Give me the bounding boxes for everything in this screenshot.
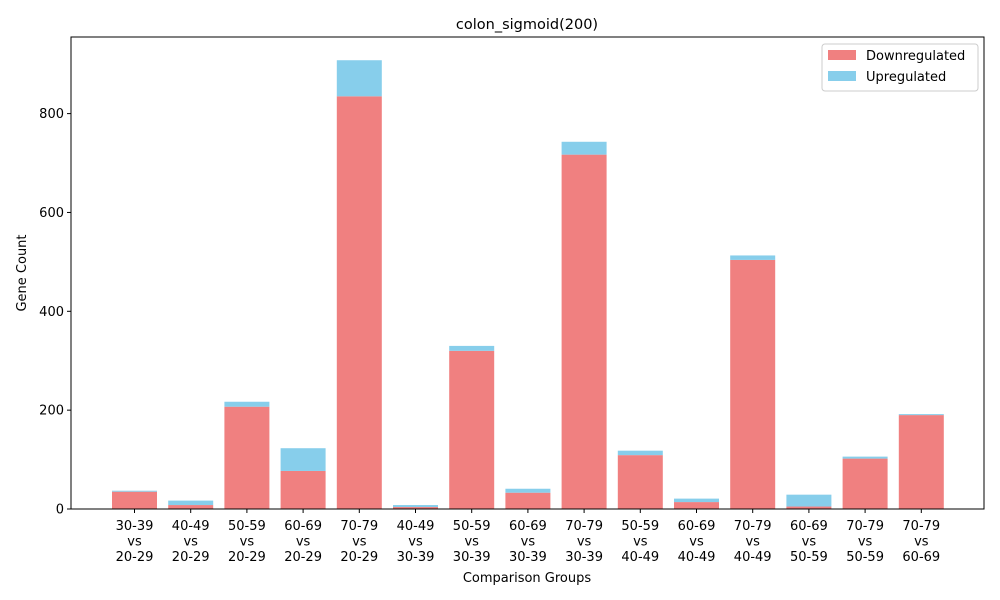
bar-upregulated-11 xyxy=(730,255,776,260)
bar-downregulated-4 xyxy=(336,96,382,509)
bar-upregulated-14 xyxy=(898,414,944,416)
bar-upregulated-8 xyxy=(561,141,607,155)
bar-upregulated-13 xyxy=(842,456,888,459)
x-tick-label-12: 60-69 vs 50-59 xyxy=(790,519,828,565)
y-tick-label: 800 xyxy=(39,107,64,122)
bar-downregulated-8 xyxy=(561,154,607,509)
bar-downregulated-7 xyxy=(505,492,551,509)
x-tick-label-11: 70-79 vs 40-49 xyxy=(734,519,772,565)
legend-label-upregulated: Upregulated xyxy=(866,70,946,85)
bar-downregulated-3 xyxy=(280,470,326,509)
legend-swatch-upregulated xyxy=(828,71,856,81)
bar-upregulated-5 xyxy=(393,505,438,508)
plot-frame xyxy=(70,36,985,510)
bar-downregulated-2 xyxy=(224,406,270,509)
bar-downregulated-10 xyxy=(674,502,719,509)
y-tick-label: 400 xyxy=(39,305,64,320)
y-tick-label: 600 xyxy=(39,206,64,221)
x-tick-label-7: 60-69 vs 30-39 xyxy=(509,519,547,565)
x-tick-label-14: 70-79 vs 60-69 xyxy=(902,519,940,565)
x-tick-label-5: 40-49 vs 30-39 xyxy=(397,519,435,565)
bar-upregulated-4 xyxy=(336,60,382,97)
bar-downregulated-6 xyxy=(449,350,495,509)
x-tick-label-4: 70-79 vs 20-29 xyxy=(340,519,378,565)
legend: Downregulated Upregulated xyxy=(821,43,979,92)
x-tick-label-3: 60-69 vs 20-29 xyxy=(284,519,322,565)
x-tick-label-2: 50-59 vs 20-29 xyxy=(228,519,266,565)
y-axis-label: Gene Count xyxy=(15,234,30,311)
bar-upregulated-10 xyxy=(674,498,719,503)
y-axis: 0 200 400 600 800 xyxy=(39,107,71,518)
bar-downregulated-13 xyxy=(842,458,888,509)
bar-upregulated-7 xyxy=(505,488,551,493)
x-axis-label: Comparison Groups xyxy=(463,571,592,586)
bar-downregulated-5 xyxy=(393,507,438,509)
bars-group xyxy=(112,60,944,509)
x-tick-label-10: 60-69 vs 40-49 xyxy=(678,519,716,565)
legend-box xyxy=(821,43,979,92)
legend-swatch-downregulated xyxy=(828,50,856,60)
bar-upregulated-12 xyxy=(786,494,832,507)
y-tick-label: 200 xyxy=(39,404,64,419)
x-tick-label-9: 50-59 vs 40-49 xyxy=(621,519,659,565)
bar-downregulated-0 xyxy=(112,491,157,509)
bar-downregulated-14 xyxy=(898,415,944,509)
bar-upregulated-6 xyxy=(449,345,495,351)
bar-downregulated-12 xyxy=(786,506,832,509)
bar-upregulated-9 xyxy=(617,450,663,456)
x-tick-label-8: 70-79 vs 30-39 xyxy=(565,519,603,565)
bar-upregulated-2 xyxy=(224,401,270,407)
bar-downregulated-9 xyxy=(617,455,663,509)
chart-title: colon_sigmoid(200) xyxy=(456,17,598,33)
x-tick-label-6: 50-59 vs 30-39 xyxy=(453,519,491,565)
x-axis: 30-39 vs 20-29 40-49 vs 20-29 50-59 vs 20-29 60-6… xyxy=(116,509,940,565)
x-tick-label-13: 70-79 vs 50-59 xyxy=(846,519,884,565)
bar-upregulated-1 xyxy=(168,500,214,506)
bar-downregulated-11 xyxy=(730,259,776,509)
y-tick-label: 0 xyxy=(56,503,64,518)
bar-upregulated-3 xyxy=(280,448,326,471)
x-tick-label-1: 40-49 vs 20-29 xyxy=(172,519,210,565)
bar-downregulated-1 xyxy=(168,505,214,509)
x-tick-label-0: 30-39 vs 20-29 xyxy=(116,519,154,565)
bar-upregulated-0 xyxy=(112,490,157,492)
legend-label-downregulated: Downregulated xyxy=(866,49,965,64)
